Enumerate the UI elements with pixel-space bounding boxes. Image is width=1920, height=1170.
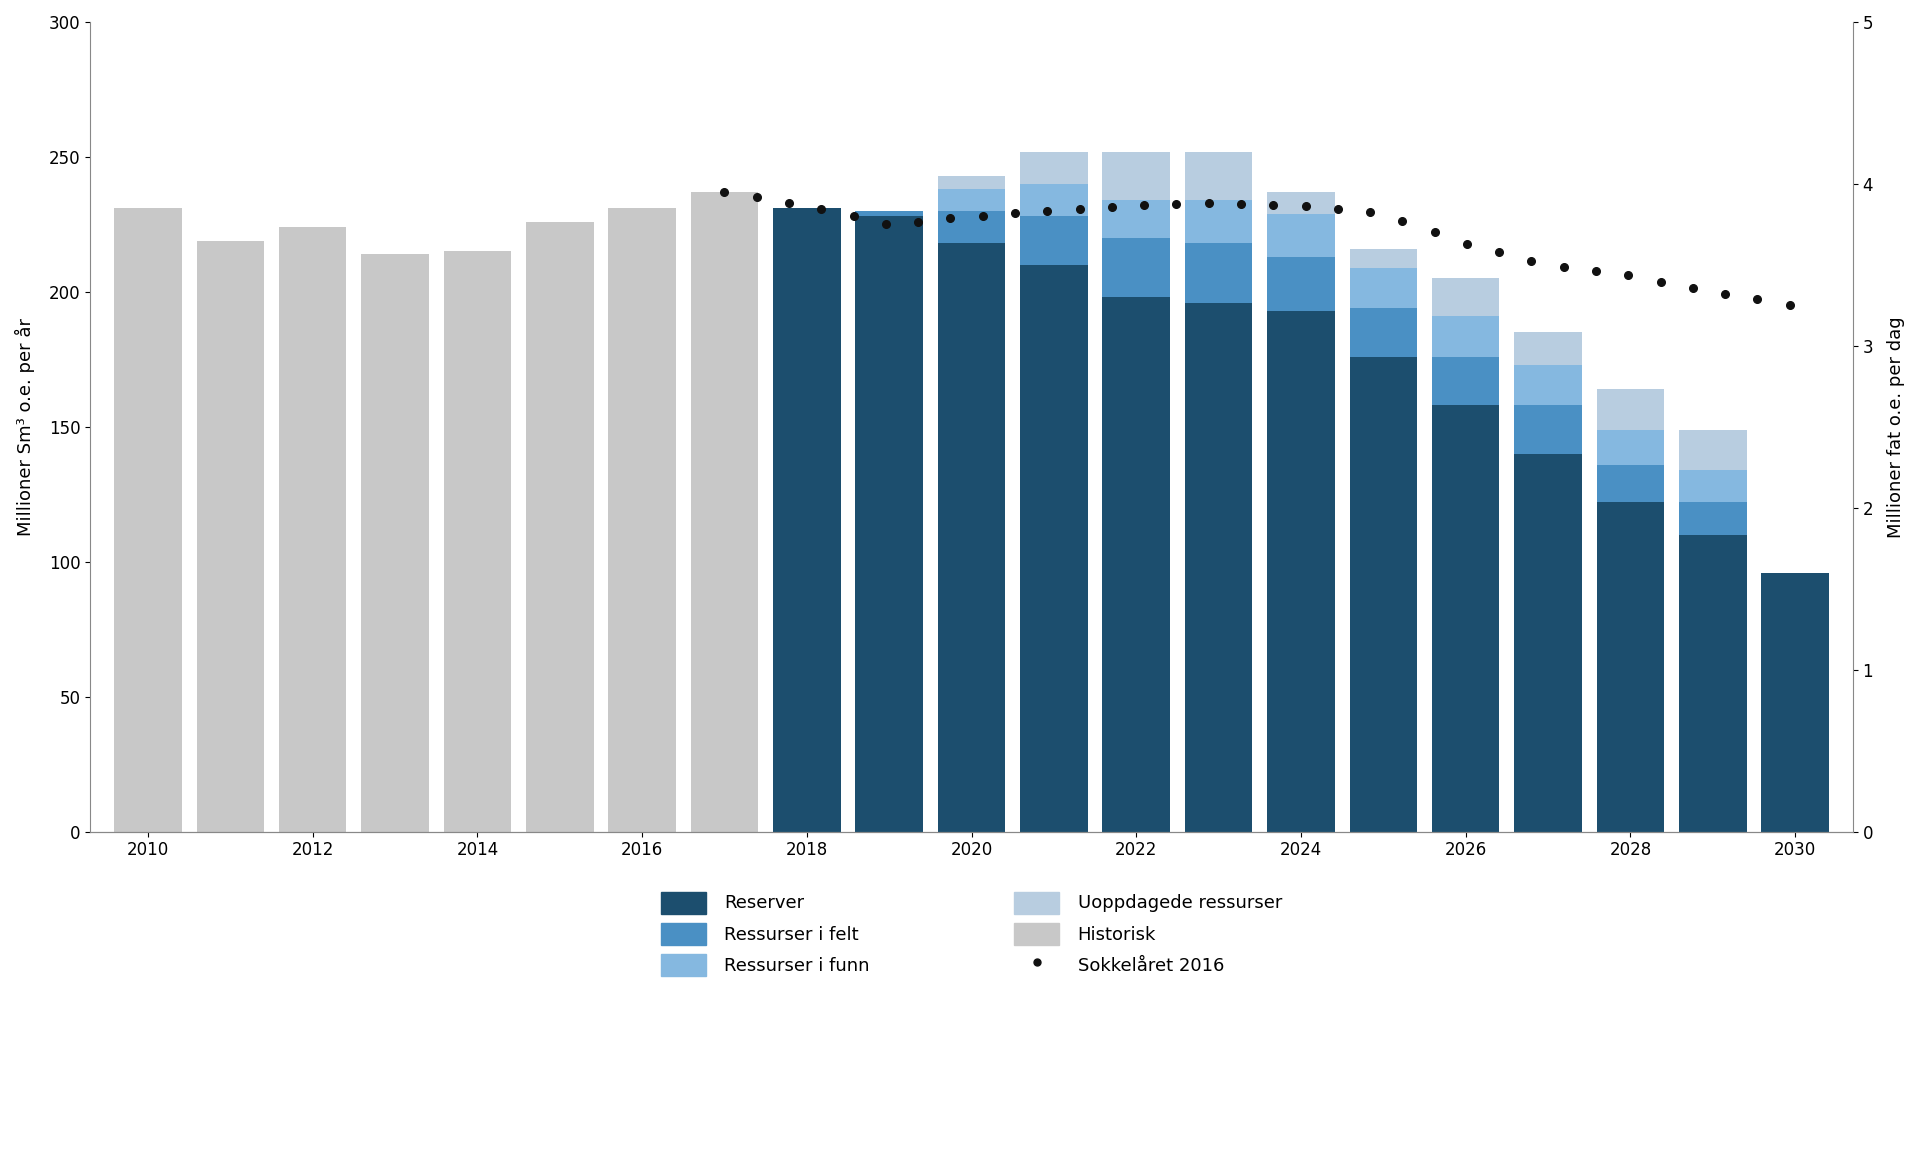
Bar	[1515, 405, 1582, 454]
Bar	[1020, 216, 1087, 264]
Bar	[856, 211, 924, 216]
Bar	[1185, 243, 1252, 303]
Bar	[1432, 405, 1500, 832]
Bar	[1350, 268, 1417, 308]
Bar	[1267, 192, 1334, 214]
Bar	[1515, 454, 1582, 832]
Y-axis label: Millioner fat o.e. per dag: Millioner fat o.e. per dag	[1887, 316, 1905, 538]
Bar	[1102, 200, 1169, 238]
Bar	[774, 208, 841, 832]
Bar	[1185, 303, 1252, 832]
Y-axis label: Millioner Sm³ o.e. per år: Millioner Sm³ o.e. per år	[15, 318, 35, 536]
Bar	[1020, 184, 1087, 216]
Bar	[937, 243, 1006, 832]
Bar	[1350, 357, 1417, 832]
Bar	[1597, 502, 1665, 832]
Bar	[1350, 249, 1417, 268]
Bar	[1267, 311, 1334, 832]
Bar	[1515, 332, 1582, 365]
Bar	[1350, 308, 1417, 357]
Bar	[1267, 214, 1334, 257]
Bar	[1102, 238, 1169, 297]
Bar	[1020, 152, 1087, 184]
Bar	[1761, 572, 1830, 832]
Bar	[196, 241, 265, 832]
Bar	[526, 222, 593, 832]
Bar	[1678, 470, 1747, 502]
Bar	[1678, 502, 1747, 535]
Bar	[856, 216, 924, 832]
Bar	[1185, 152, 1252, 200]
Legend: Reserver, Ressurser i felt, Ressurser i funn, Uoppdagede ressurser, Historisk, S: Reserver, Ressurser i felt, Ressurser i …	[653, 882, 1290, 985]
Bar	[1267, 257, 1334, 311]
Bar	[1185, 200, 1252, 243]
Bar	[1597, 464, 1665, 502]
Bar	[609, 208, 676, 832]
Bar	[1432, 316, 1500, 357]
Bar	[691, 192, 758, 832]
Bar	[1432, 357, 1500, 405]
Bar	[1432, 278, 1500, 316]
Bar	[278, 227, 346, 832]
Bar	[937, 190, 1006, 211]
Bar	[1020, 264, 1087, 832]
Bar	[1678, 429, 1747, 470]
Bar	[1515, 365, 1582, 405]
Bar	[937, 211, 1006, 243]
Bar	[361, 254, 428, 832]
Bar	[1678, 535, 1747, 832]
Bar	[1102, 297, 1169, 832]
Bar	[444, 252, 511, 832]
Bar	[1597, 390, 1665, 429]
Bar	[1597, 429, 1665, 464]
Bar	[1102, 152, 1169, 200]
Bar	[113, 208, 182, 832]
Bar	[937, 176, 1006, 190]
